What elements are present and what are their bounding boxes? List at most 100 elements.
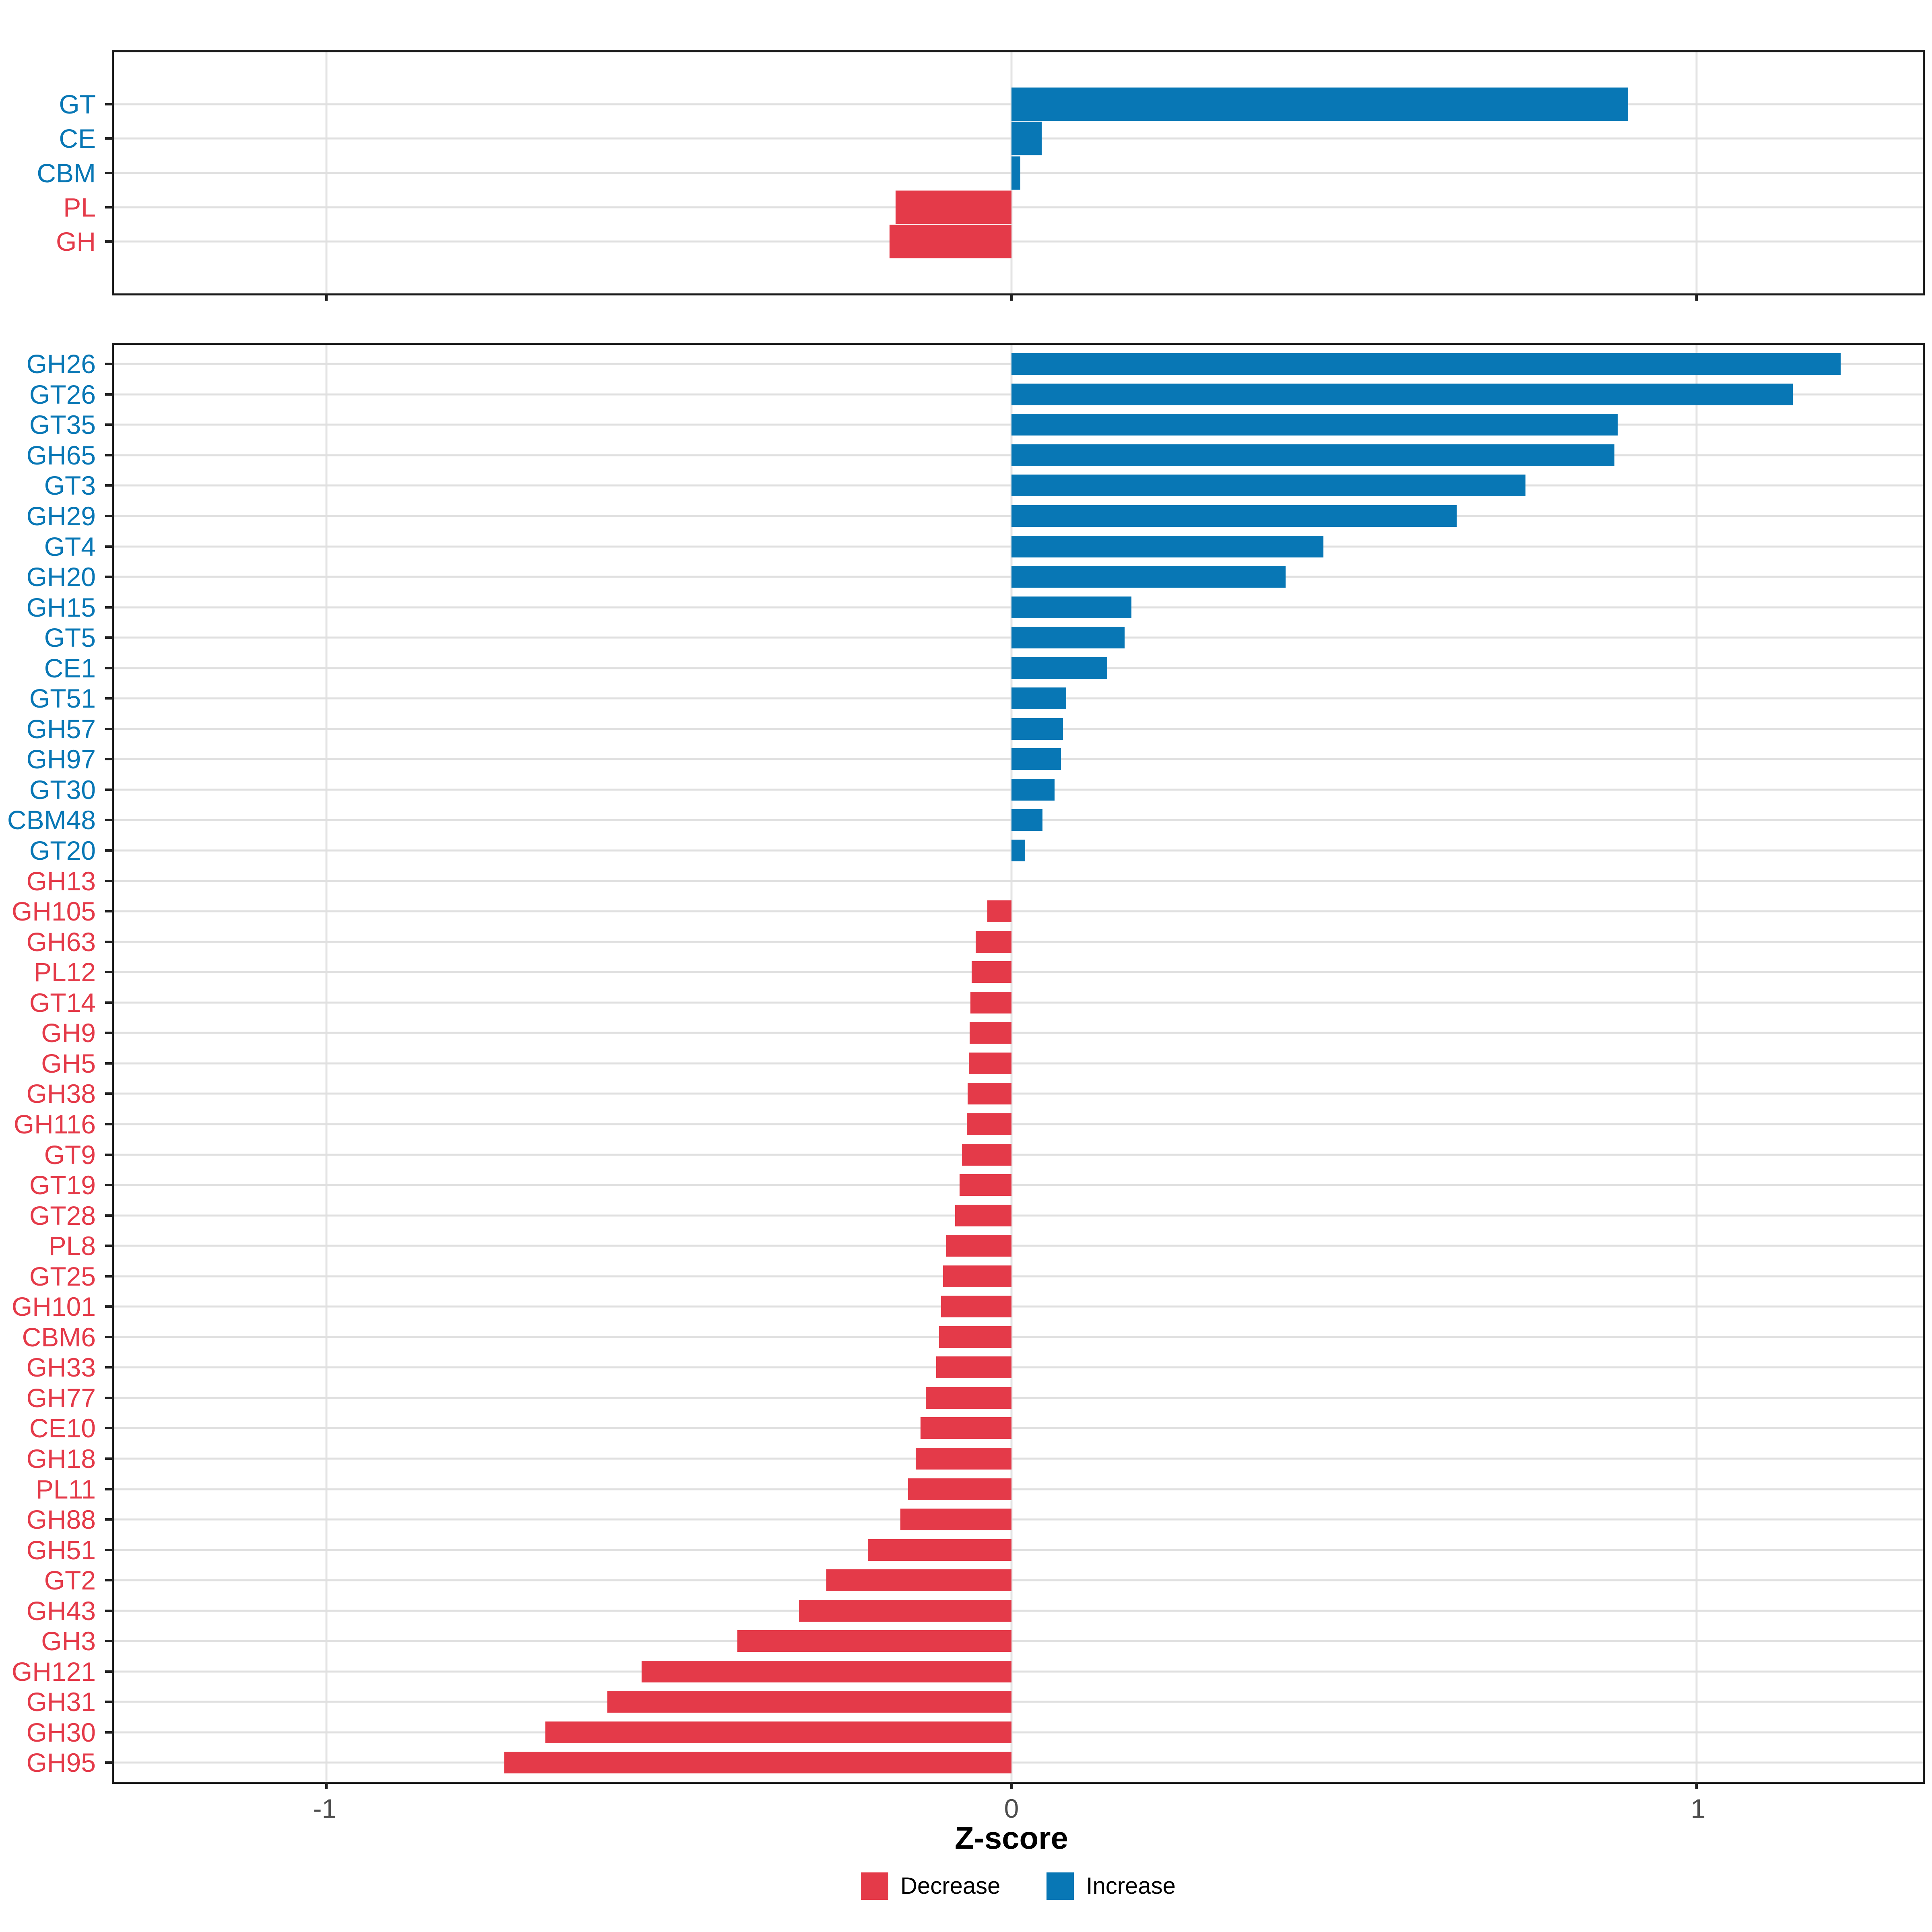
y-axis-category-label: GH18 xyxy=(26,1443,96,1474)
horizontal-gridline xyxy=(114,1610,1923,1612)
horizontal-gridline xyxy=(114,1457,1923,1460)
y-axis-category-label: GT4 xyxy=(44,531,96,561)
horizontal-gridline xyxy=(114,1701,1923,1703)
y-axis-tick-mark xyxy=(105,758,114,761)
y-axis-category-label: GH97 xyxy=(26,744,96,774)
y-axis-tick-mark xyxy=(105,636,114,639)
y-axis-tick-mark xyxy=(105,819,114,822)
bar-gh38 xyxy=(968,1083,1011,1105)
category-row: CE10 xyxy=(29,1413,1923,1444)
y-axis-tick-mark xyxy=(105,849,114,852)
y-axis-tick-mark xyxy=(105,423,114,426)
category-row: GH116 xyxy=(14,1109,1923,1139)
y-axis-category-label: GT14 xyxy=(29,987,96,1018)
horizontal-gridline xyxy=(114,1518,1923,1521)
y-axis-tick-mark xyxy=(105,606,114,609)
category-row: PL8 xyxy=(49,1230,1923,1261)
bar-gt4 xyxy=(1011,535,1323,557)
legend-swatch-increase xyxy=(1046,1872,1074,1900)
bar-cbm6 xyxy=(939,1326,1011,1348)
category-row: GT3 xyxy=(44,471,1923,501)
horizontal-gridline xyxy=(114,1670,1923,1673)
y-axis-tick-mark xyxy=(105,515,114,518)
bar-gh9 xyxy=(970,1022,1011,1044)
category-row: GH51 xyxy=(27,1535,1923,1565)
bar-gh33 xyxy=(936,1356,1011,1379)
y-axis-category-label: GH51 xyxy=(26,1535,96,1565)
bar-gh121 xyxy=(641,1660,1011,1682)
category-row: GH3 xyxy=(41,1626,1923,1656)
horizontal-gridline xyxy=(114,1275,1923,1278)
y-axis-tick-mark xyxy=(105,171,114,174)
category-row: GT9 xyxy=(44,1139,1923,1170)
bar-gh101 xyxy=(941,1296,1011,1318)
y-axis-category-label: GT9 xyxy=(44,1139,96,1170)
legend-swatch-decrease xyxy=(861,1872,889,1900)
bar-gt35 xyxy=(1011,414,1618,436)
top-panel: GT CE CBM PL GH xyxy=(37,50,1925,301)
bar-pl12 xyxy=(972,961,1011,983)
bar-gh51 xyxy=(867,1539,1011,1561)
category-row: GH30 xyxy=(27,1717,1923,1748)
category-row: GH101 xyxy=(12,1291,1923,1322)
bar-cbm xyxy=(1011,156,1021,190)
category-row: GT26 xyxy=(29,379,1923,410)
y-axis-category-label: GH31 xyxy=(26,1687,96,1717)
legend-label: Decrease xyxy=(900,1873,1001,1899)
y-axis-category-label: GT20 xyxy=(29,836,96,866)
bar-gt5 xyxy=(1011,627,1125,649)
category-row: GT14 xyxy=(29,987,1923,1018)
x-axis-tick-mark xyxy=(1695,293,1698,301)
bar-ce10 xyxy=(920,1417,1011,1439)
horizontal-gridline xyxy=(114,1366,1923,1368)
category-row: GH33 xyxy=(27,1352,1923,1383)
y-axis-category-label: GH xyxy=(56,226,96,256)
category-row: GT51 xyxy=(29,683,1923,714)
rows-container: GH26 GT26 GT35 GH65 GT3 GH29 GT4 GH20 GH15 GT5 CE1… xyxy=(7,345,1923,1782)
y-axis-category-label: CBM6 xyxy=(22,1322,96,1352)
y-axis-tick-mark xyxy=(105,1001,114,1004)
bar-gt14 xyxy=(970,991,1011,1013)
y-axis-tick-mark xyxy=(105,940,114,943)
category-row: GH5 xyxy=(41,1048,1923,1079)
category-row: GH18 xyxy=(27,1443,1923,1474)
bar-gt51 xyxy=(1011,687,1067,710)
y-axis-category-label: GH88 xyxy=(26,1505,96,1535)
y-axis-tick-mark xyxy=(105,1488,114,1490)
horizontal-gridline xyxy=(114,1245,1923,1247)
horizontal-gridline xyxy=(114,1427,1923,1429)
bar-gh43 xyxy=(799,1600,1011,1622)
y-axis-category-label: GH9 xyxy=(41,1018,96,1048)
y-axis-tick-mark xyxy=(105,1640,114,1643)
bar-gh26 xyxy=(1011,353,1841,375)
category-row: GT2 xyxy=(44,1565,1923,1596)
y-axis-category-label: GH38 xyxy=(26,1079,96,1109)
y-axis-category-label: CE10 xyxy=(29,1413,96,1443)
category-row: CBM48 xyxy=(7,805,1923,836)
y-axis-category-label: GH101 xyxy=(11,1292,96,1322)
horizontal-gridline xyxy=(114,1488,1923,1490)
category-row: GH57 xyxy=(27,714,1923,744)
y-axis-tick-mark xyxy=(105,1457,114,1460)
bar-ce1 xyxy=(1011,657,1108,679)
horizontal-gridline xyxy=(114,1761,1923,1764)
horizontal-gridline xyxy=(114,1336,1923,1338)
legend: Decrease Increase xyxy=(112,1872,1925,1900)
horizontal-gridline xyxy=(114,1305,1923,1308)
y-axis-category-label: GH20 xyxy=(26,562,96,592)
y-axis-tick-mark xyxy=(105,393,114,396)
bar-pl11 xyxy=(908,1478,1011,1500)
y-axis-category-label: GH105 xyxy=(11,896,96,927)
category-row: CE xyxy=(59,122,1923,156)
category-row: GT xyxy=(59,87,1923,121)
y-axis-tick-mark xyxy=(105,1731,114,1734)
y-axis-category-label: GT2 xyxy=(44,1565,96,1596)
category-row: GH43 xyxy=(27,1596,1923,1626)
legend-label: Increase xyxy=(1086,1873,1176,1899)
y-axis-tick-mark xyxy=(105,1518,114,1521)
y-axis-category-label: GH77 xyxy=(26,1383,96,1413)
y-axis-tick-mark xyxy=(105,910,114,913)
bar-gh15 xyxy=(1011,596,1131,618)
y-axis-tick-mark xyxy=(105,1366,114,1369)
y-axis-tick-mark xyxy=(105,1245,114,1247)
